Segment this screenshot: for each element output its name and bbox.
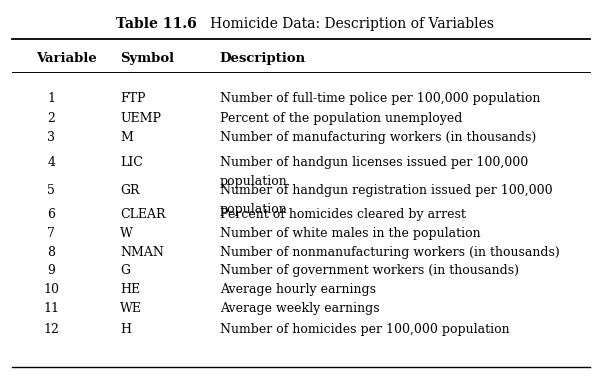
Text: 7: 7 <box>47 227 55 240</box>
Text: LIC: LIC <box>120 156 143 169</box>
Text: Homicide Data: Description of Variables: Homicide Data: Description of Variables <box>197 17 494 31</box>
Text: NMAN: NMAN <box>120 246 164 259</box>
Text: Number of handgun licenses issued per 100,000
population: Number of handgun licenses issued per 10… <box>220 156 528 188</box>
Text: CLEAR: CLEAR <box>120 208 166 221</box>
Text: Symbol: Symbol <box>120 52 175 65</box>
Text: H: H <box>120 323 131 337</box>
Text: Table 11.6: Table 11.6 <box>0 375 1 376</box>
Text: Number of nonmanufacturing workers (in thousands): Number of nonmanufacturing workers (in t… <box>220 246 559 259</box>
Text: 12: 12 <box>43 323 59 337</box>
Text: Table 11.6   Homicide Data: Description of Variables: Table 11.6 Homicide Data: Description of… <box>116 17 486 31</box>
Text: 3: 3 <box>47 131 55 144</box>
Text: Average hourly earnings: Average hourly earnings <box>220 283 376 296</box>
Text: FTP: FTP <box>120 92 146 105</box>
Text: WE: WE <box>120 302 143 315</box>
Text: UEMP: UEMP <box>120 112 161 125</box>
Text: Number of government workers (in thousands): Number of government workers (in thousan… <box>220 264 519 277</box>
Text: Percent of homicides cleared by arrest: Percent of homicides cleared by arrest <box>220 208 465 221</box>
Text: Description: Description <box>220 52 306 65</box>
Text: 2: 2 <box>47 112 55 125</box>
Text: G: G <box>120 264 131 277</box>
Text: 10: 10 <box>43 283 59 296</box>
Text: 1: 1 <box>47 92 55 105</box>
Text: M: M <box>120 131 133 144</box>
Text: Number of white males in the population: Number of white males in the population <box>220 227 480 240</box>
Text: Number of handgun registration issued per 100,000
population: Number of handgun registration issued pe… <box>220 184 553 216</box>
Text: GR: GR <box>120 184 140 197</box>
Text: 11: 11 <box>43 302 59 315</box>
Text: 4: 4 <box>47 156 55 169</box>
Text: HE: HE <box>120 283 140 296</box>
Text: Average weekly earnings: Average weekly earnings <box>220 302 379 315</box>
Text: Number of homicides per 100,000 population: Number of homicides per 100,000 populati… <box>220 323 509 337</box>
Text: 9: 9 <box>47 264 55 277</box>
Text: Percent of the population unemployed: Percent of the population unemployed <box>220 112 462 125</box>
Text: W: W <box>120 227 133 240</box>
Text: Variable: Variable <box>36 52 97 65</box>
Text: 8: 8 <box>47 246 55 259</box>
Text: Number of manufacturing workers (in thousands): Number of manufacturing workers (in thou… <box>220 131 536 144</box>
Text: Number of full-time police per 100,000 population: Number of full-time police per 100,000 p… <box>220 92 540 105</box>
Text: 6: 6 <box>47 208 55 221</box>
Text: 5: 5 <box>47 184 55 197</box>
Text: Table 11.6: Table 11.6 <box>116 17 197 31</box>
